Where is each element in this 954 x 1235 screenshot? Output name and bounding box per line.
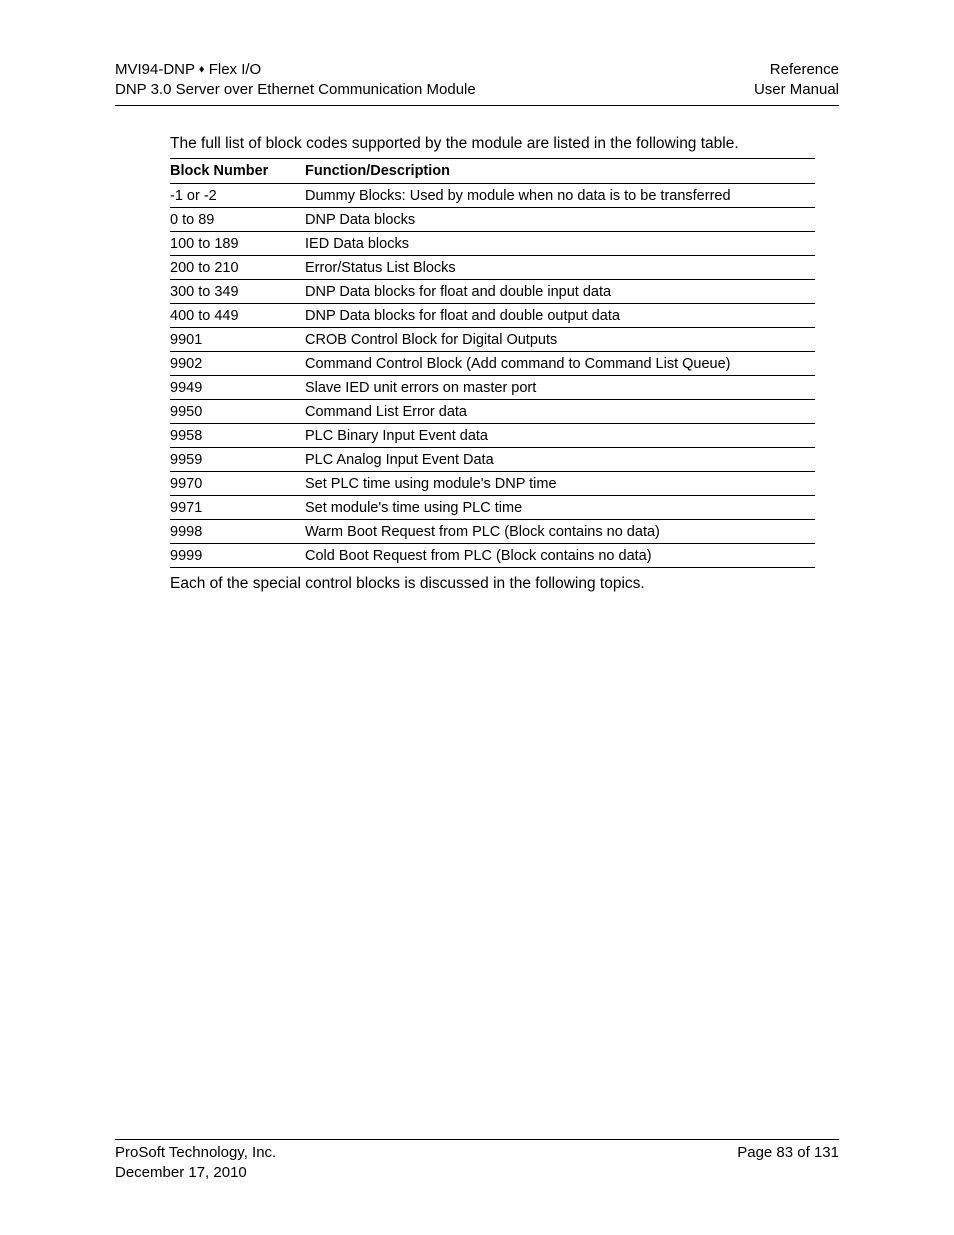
table-row: 9970Set PLC time using module's DNP time bbox=[170, 472, 815, 496]
header-right: Reference User Manual bbox=[754, 60, 839, 101]
cell-block-number: 9998 bbox=[170, 520, 305, 544]
table-row: 9901CROB Control Block for Digital Outpu… bbox=[170, 328, 815, 352]
cell-block-number: 9902 bbox=[170, 352, 305, 376]
footer-right: Page 83 of 131 bbox=[737, 1143, 839, 1184]
table-row: 9959PLC Analog Input Event Data bbox=[170, 448, 815, 472]
table-row: 9950Command List Error data bbox=[170, 400, 815, 424]
col-header-description: Function/Description bbox=[305, 159, 815, 184]
table-row: 200 to 210Error/Status List Blocks bbox=[170, 256, 815, 280]
cell-block-number: 9901 bbox=[170, 328, 305, 352]
cell-block-number: 300 to 349 bbox=[170, 280, 305, 304]
intro-paragraph: The full list of block codes supported b… bbox=[170, 134, 839, 155]
header-left: MVI94-DNP ♦ Flex I/O DNP 3.0 Server over… bbox=[115, 60, 476, 101]
header-section: Reference bbox=[754, 60, 839, 80]
footer-date: December 17, 2010 bbox=[115, 1163, 276, 1183]
table-header-row: Block Number Function/Description bbox=[170, 159, 815, 184]
cell-description: DNP Data blocks for float and double inp… bbox=[305, 280, 815, 304]
cell-description: PLC Binary Input Event data bbox=[305, 424, 815, 448]
header-product-line: MVI94-DNP ♦ Flex I/O bbox=[115, 60, 476, 80]
cell-description: Slave IED unit errors on master port bbox=[305, 376, 815, 400]
cell-block-number: 0 to 89 bbox=[170, 208, 305, 232]
cell-description: CROB Control Block for Digital Outputs bbox=[305, 328, 815, 352]
cell-block-number: 9959 bbox=[170, 448, 305, 472]
table-row: 400 to 449DNP Data blocks for float and … bbox=[170, 304, 815, 328]
col-header-block-number: Block Number bbox=[170, 159, 305, 184]
page-header: MVI94-DNP ♦ Flex I/O DNP 3.0 Server over… bbox=[115, 60, 839, 106]
diamond-icon: ♦ bbox=[199, 64, 205, 76]
table-row: 0 to 89DNP Data blocks bbox=[170, 208, 815, 232]
document-page: MVI94-DNP ♦ Flex I/O DNP 3.0 Server over… bbox=[0, 0, 954, 1235]
table-row: 9958PLC Binary Input Event data bbox=[170, 424, 815, 448]
cell-description: DNP Data blocks bbox=[305, 208, 815, 232]
cell-description: DNP Data blocks for float and double out… bbox=[305, 304, 815, 328]
table-row: -1 or -2Dummy Blocks: Used by module whe… bbox=[170, 184, 815, 208]
cell-description: IED Data blocks bbox=[305, 232, 815, 256]
cell-block-number: -1 or -2 bbox=[170, 184, 305, 208]
page-footer: ProSoft Technology, Inc. December 17, 20… bbox=[115, 1139, 839, 1184]
table-row: 300 to 349DNP Data blocks for float and … bbox=[170, 280, 815, 304]
header-product: MVI94-DNP bbox=[115, 61, 195, 78]
table-body: -1 or -2Dummy Blocks: Used by module whe… bbox=[170, 184, 815, 568]
footer-left: ProSoft Technology, Inc. December 17, 20… bbox=[115, 1143, 276, 1184]
outro-paragraph: Each of the special control blocks is di… bbox=[170, 574, 839, 595]
block-codes-table: Block Number Function/Description -1 or … bbox=[170, 158, 815, 568]
footer-company: ProSoft Technology, Inc. bbox=[115, 1143, 276, 1163]
cell-block-number: 400 to 449 bbox=[170, 304, 305, 328]
cell-description: Dummy Blocks: Used by module when no dat… bbox=[305, 184, 815, 208]
cell-block-number: 9949 bbox=[170, 376, 305, 400]
cell-description: Error/Status List Blocks bbox=[305, 256, 815, 280]
table-row: 9971Set module's time using PLC time bbox=[170, 496, 815, 520]
cell-description: Set PLC time using module's DNP time bbox=[305, 472, 815, 496]
cell-block-number: 100 to 189 bbox=[170, 232, 305, 256]
cell-description: Command Control Block (Add command to Co… bbox=[305, 352, 815, 376]
cell-block-number: 9970 bbox=[170, 472, 305, 496]
cell-description: PLC Analog Input Event Data bbox=[305, 448, 815, 472]
cell-description: Command List Error data bbox=[305, 400, 815, 424]
table-row: 100 to 189IED Data blocks bbox=[170, 232, 815, 256]
table-row: 9902Command Control Block (Add command t… bbox=[170, 352, 815, 376]
cell-block-number: 9999 bbox=[170, 544, 305, 568]
cell-description: Warm Boot Request from PLC (Block contai… bbox=[305, 520, 815, 544]
cell-block-number: 200 to 210 bbox=[170, 256, 305, 280]
table-row: 9998Warm Boot Request from PLC (Block co… bbox=[170, 520, 815, 544]
header-platform: Flex I/O bbox=[209, 61, 262, 78]
cell-description: Cold Boot Request from PLC (Block contai… bbox=[305, 544, 815, 568]
cell-block-number: 9958 bbox=[170, 424, 305, 448]
header-subtitle: DNP 3.0 Server over Ethernet Communicati… bbox=[115, 80, 476, 100]
table-row: 9999Cold Boot Request from PLC (Block co… bbox=[170, 544, 815, 568]
footer-page-number: Page 83 of 131 bbox=[737, 1143, 839, 1163]
cell-description: Set module's time using PLC time bbox=[305, 496, 815, 520]
cell-block-number: 9971 bbox=[170, 496, 305, 520]
header-doc-type: User Manual bbox=[754, 80, 839, 100]
table-row: 9949Slave IED unit errors on master port bbox=[170, 376, 815, 400]
cell-block-number: 9950 bbox=[170, 400, 305, 424]
